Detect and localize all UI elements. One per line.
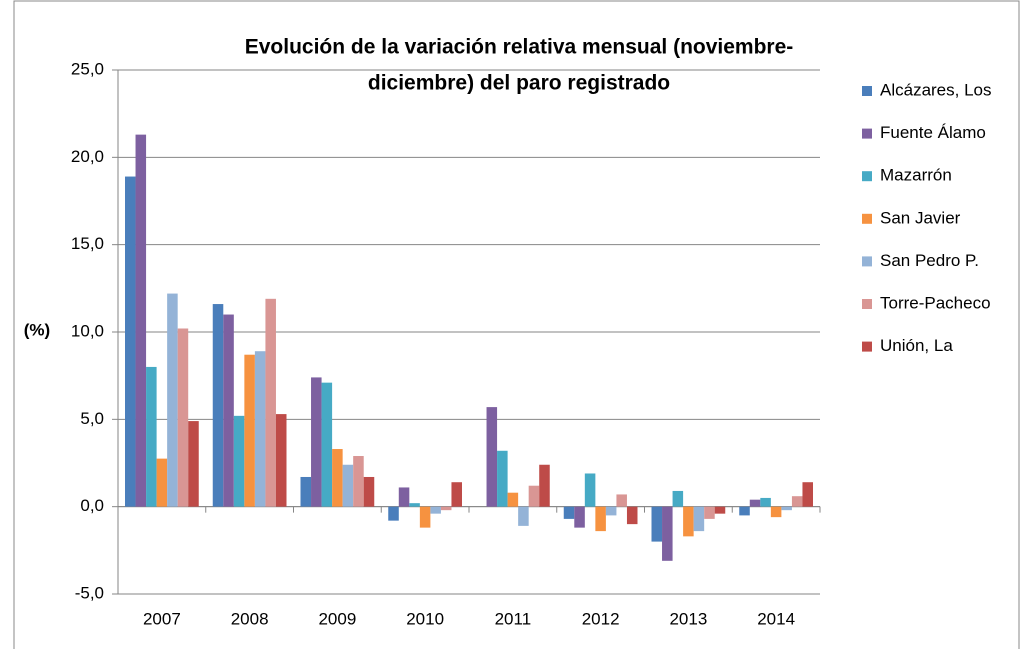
bar — [353, 456, 364, 507]
bar — [409, 503, 420, 507]
y-tick-label: 0,0 — [80, 496, 104, 515]
bar — [212, 304, 224, 507]
bar — [518, 506, 529, 526]
x-tick-label: 2009 — [318, 609, 356, 628]
bar — [749, 499, 761, 507]
legend-swatch — [862, 128, 872, 139]
bar — [244, 354, 255, 507]
bar — [714, 506, 726, 514]
bar — [507, 492, 519, 507]
x-tick-label: 2012 — [582, 609, 620, 628]
bar — [651, 506, 663, 542]
bar — [574, 506, 585, 528]
legend-swatch — [862, 256, 872, 267]
bar — [770, 506, 782, 518]
legend-swatch — [862, 299, 872, 309]
bar — [791, 496, 803, 507]
bar — [528, 485, 540, 507]
bar — [254, 351, 266, 507]
bar — [300, 476, 312, 507]
bar — [311, 377, 322, 507]
legend-label: Alcázares, Los — [880, 80, 992, 99]
bar — [802, 482, 813, 507]
x-tick-label: 2010 — [406, 609, 444, 628]
x-tick-label: 2013 — [669, 609, 707, 628]
legend-swatch — [862, 213, 872, 224]
legend-swatch — [862, 86, 872, 96]
legend-swatch — [862, 171, 872, 182]
x-tick-label: 2011 — [495, 609, 532, 628]
legend-swatch — [862, 341, 872, 352]
bar — [605, 506, 617, 516]
y-tick-label: 15,0 — [71, 234, 104, 253]
x-tick-label: 2008 — [231, 609, 269, 628]
bar — [683, 506, 694, 537]
bar — [760, 497, 771, 507]
bar — [440, 506, 452, 511]
bar — [135, 134, 147, 507]
bar — [563, 506, 575, 519]
y-tick-label: 25,0 — [71, 59, 104, 78]
bar — [539, 464, 550, 507]
bar — [486, 407, 498, 507]
bar — [146, 366, 157, 507]
x-tick-label: 2007 — [143, 609, 181, 628]
bar — [584, 473, 596, 507]
legend-label: Mazarrón — [880, 166, 952, 185]
y-tick-label: 20,0 — [71, 147, 104, 166]
y-tick-label: 10,0 — [71, 321, 104, 340]
bar — [739, 506, 750, 516]
bar — [321, 382, 333, 507]
bar — [704, 506, 715, 519]
chart-frame — [13, 0, 1020, 649]
bar — [332, 449, 343, 507]
bar — [233, 415, 245, 507]
legend-label: Torre-Pacheco — [880, 293, 991, 312]
bar — [223, 314, 234, 507]
y-tick-label: 5,0 — [80, 409, 104, 428]
bar — [626, 506, 638, 525]
chart-title: diciembre) del paro registrado — [368, 72, 670, 95]
bar — [177, 328, 189, 507]
bar — [693, 506, 705, 532]
bar — [497, 450, 508, 507]
x-tick-label: 2014 — [757, 609, 795, 628]
bar — [616, 494, 627, 507]
bar — [781, 506, 792, 511]
legend-label: Unión, La — [880, 336, 953, 355]
bar — [188, 421, 199, 507]
bar — [167, 293, 178, 507]
bar — [419, 506, 431, 528]
legend-label: Fuente Álamo — [880, 123, 986, 142]
bar — [156, 458, 168, 507]
bar — [595, 506, 606, 532]
bar — [662, 506, 673, 561]
bar — [388, 506, 399, 521]
chart-title: Evolución de la variación relativa mensu… — [245, 36, 794, 59]
bar — [672, 490, 684, 507]
bar — [451, 482, 462, 507]
y-tick-label: -5,0 — [75, 583, 104, 602]
y-axis-label: (%) — [24, 320, 50, 339]
legend-label: San Javier — [880, 208, 961, 227]
bar — [275, 414, 287, 507]
bar — [265, 298, 276, 507]
bar — [363, 476, 375, 507]
legend-label: San Pedro P. — [880, 251, 979, 270]
bar — [125, 176, 136, 507]
bar — [430, 506, 441, 514]
bar — [398, 487, 410, 507]
bar — [342, 464, 354, 507]
